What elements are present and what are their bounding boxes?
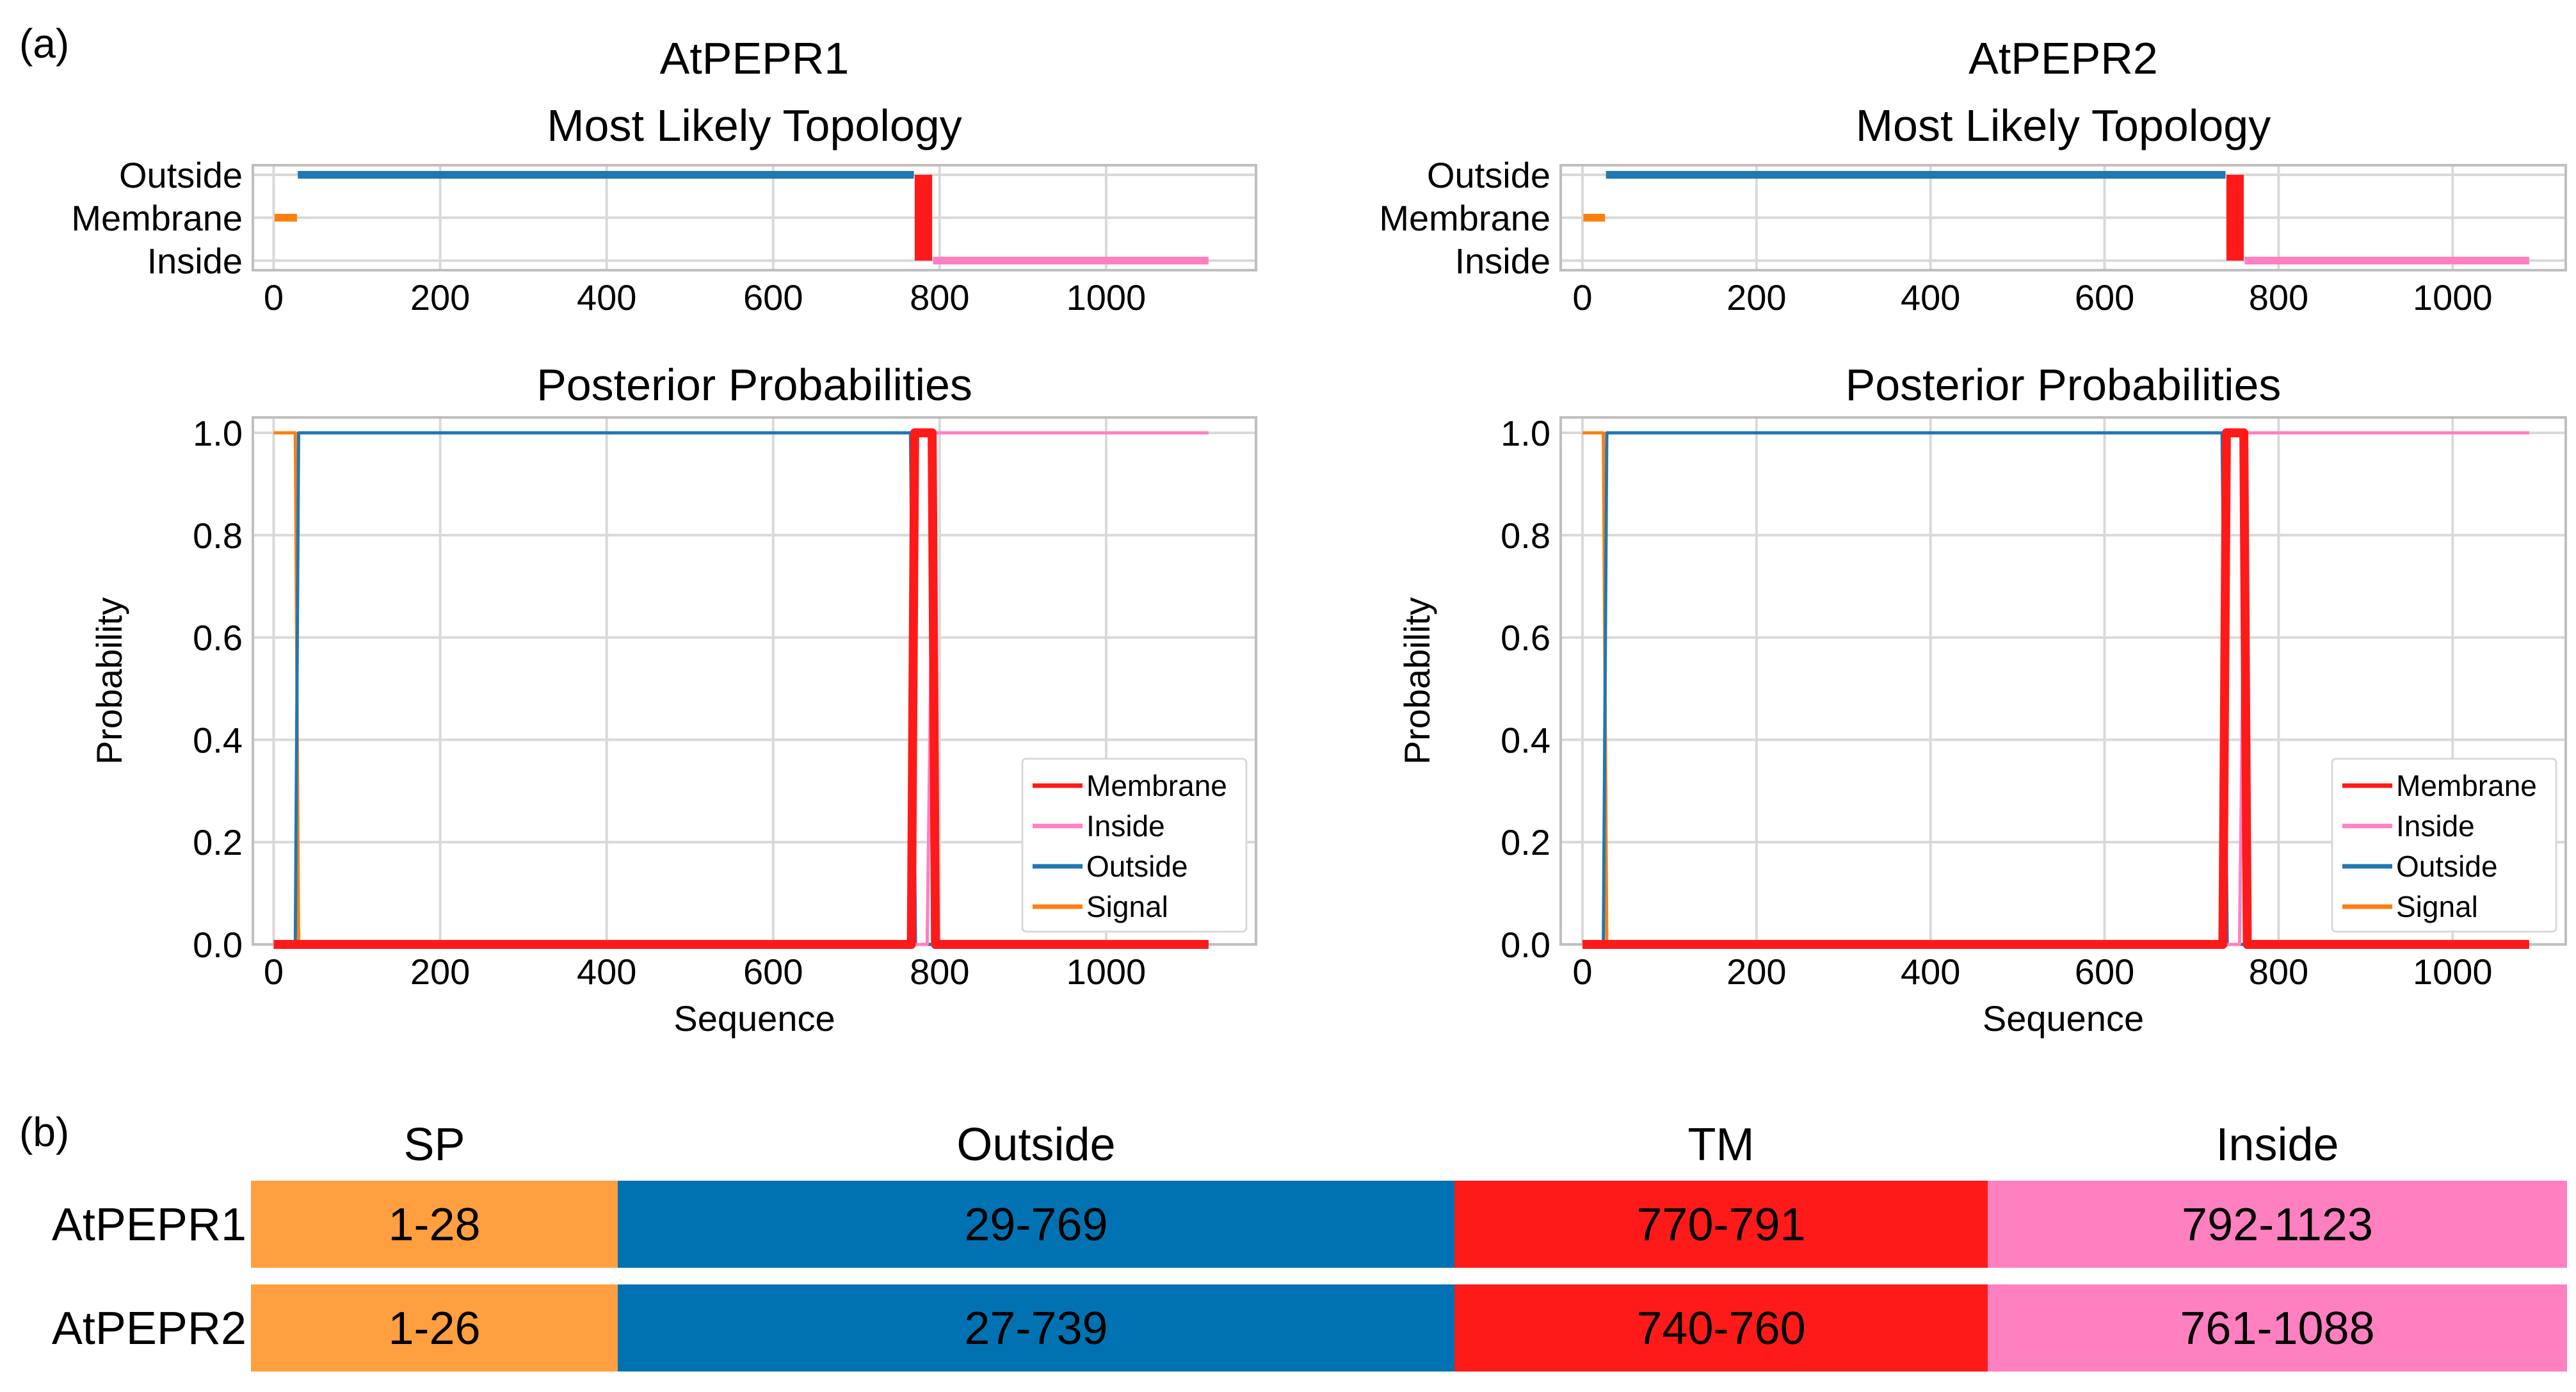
- domain-bar-segment: [251, 1284, 618, 1372]
- topology-ytick-label: Inside: [1455, 241, 1550, 281]
- legend-box: [1021, 757, 1248, 933]
- domain-column-header: TM: [1688, 1119, 1755, 1170]
- posterior-ytick-label: 0.8: [193, 515, 243, 556]
- domain-column-header: Inside: [2216, 1119, 2339, 1170]
- domain-bar-chart: SP Outside TM Inside AtPEPR1 1-28 29-769 770-79…: [52, 1119, 2567, 1372]
- posterior-ytick-label: 0.8: [1501, 515, 1550, 556]
- topology-xtick-label: 600: [2075, 277, 2134, 318]
- topology-xtick-label: 1000: [1067, 277, 1147, 318]
- domain-row-label: AtPEPR2: [52, 1303, 246, 1354]
- y-axis-label: Probability: [1397, 597, 1437, 765]
- legend-label: Inside: [1086, 809, 1165, 843]
- topology-xtick-label: 800: [2249, 277, 2308, 318]
- domain-bar-value: 792-1123: [2182, 1199, 2373, 1250]
- domain-bar-value: 770-791: [1636, 1199, 1805, 1250]
- panel-b-label: (b): [19, 1109, 69, 1155]
- posterior-xtick-label: 1000: [2413, 951, 2493, 992]
- domain-bar-segment: [1454, 1181, 1988, 1268]
- posterior-title: Posterior Probabilities: [1846, 360, 2282, 410]
- legend-label: Membrane: [2396, 769, 2537, 802]
- topology-segment-membrane: [914, 175, 933, 261]
- topology-xtick-label: 200: [1727, 277, 1786, 318]
- domain-bar-segment: [1454, 1284, 1988, 1372]
- posterior-ytick-label: 0.2: [193, 822, 243, 862]
- posterior-ytick-label: 1.0: [193, 413, 243, 453]
- topology-segment-membrane: [2226, 175, 2244, 261]
- topology-xtick-label: 200: [410, 277, 470, 318]
- posterior-ytick-label: 0.4: [193, 720, 243, 760]
- posterior-ytick-label: 1.0: [1501, 413, 1550, 453]
- domain-bar-value: 761-1088: [2180, 1303, 2374, 1354]
- legend-label: Signal: [2396, 890, 2478, 923]
- topology-xtick-label: 0: [1572, 277, 1592, 318]
- posterior-xtick-label: 200: [410, 951, 470, 992]
- topology-title: Most Likely Topology: [547, 101, 962, 150]
- panel-a-label: (a): [19, 20, 69, 67]
- x-axis-label: Sequence: [673, 998, 835, 1039]
- legend-label: Outside: [1086, 850, 1188, 883]
- domain-bar-segment: [251, 1181, 618, 1268]
- topology-ytick-label: Outside: [119, 155, 243, 195]
- posterior-ytick-label: 0.0: [1501, 925, 1550, 965]
- legend-box: [2331, 757, 2557, 933]
- series-line-membrane: [1582, 428, 2529, 949]
- topology-title: Most Likely Topology: [1856, 101, 2271, 150]
- posterior-xtick-label: 400: [1901, 951, 1960, 992]
- topology-ytick-label: Outside: [1427, 155, 1550, 195]
- domain-bar-segment: [618, 1181, 1454, 1268]
- posterior-xtick-label: 1000: [1067, 951, 1147, 992]
- topology-ytick-label: Membrane: [71, 198, 243, 238]
- domain-bar-value: 1-26: [388, 1303, 480, 1354]
- domain-bar-segment: [1988, 1181, 2567, 1268]
- chart-atpepr2: AtPEPR2 Most Likely Topology 0 200 400 600 800…: [1379, 33, 2567, 1039]
- posterior-xtick-label: 0: [1572, 951, 1592, 992]
- posterior-xtick-label: 800: [910, 951, 969, 992]
- domain-bar-segment: [618, 1284, 1454, 1372]
- posterior-ytick-label: 0.2: [1501, 822, 1550, 862]
- domain-column-header: SP: [403, 1119, 465, 1170]
- legend-label: Inside: [2396, 809, 2475, 843]
- chart-atpepr1: AtPEPR1 Most Likely Topology 0 200 400 600 800…: [71, 33, 1257, 1039]
- domain-row-label: AtPEPR1: [52, 1199, 246, 1250]
- y-axis-label: Probability: [89, 597, 129, 765]
- legend-label: Membrane: [1086, 769, 1227, 802]
- posterior-xtick-label: 600: [2075, 951, 2134, 992]
- topology-frame: [252, 164, 1257, 271]
- legend-label: Outside: [2396, 850, 2498, 883]
- domain-bar-value: 1-28: [388, 1199, 480, 1250]
- topology-frame: [1559, 164, 2567, 271]
- topology-xtick-label: 0: [264, 277, 284, 318]
- posterior-xtick-label: 0: [264, 951, 284, 992]
- topology-ytick-label: Inside: [147, 241, 243, 281]
- series-line-membrane: [273, 428, 1209, 949]
- posterior-xtick-label: 200: [1727, 951, 1786, 992]
- posterior-ytick-label: 0.6: [1501, 618, 1550, 658]
- posterior-ytick-label: 0.6: [193, 618, 243, 658]
- topology-xtick-label: 1000: [2413, 277, 2493, 318]
- posterior-ytick-label: 0.4: [1501, 720, 1550, 760]
- domain-bar-segment: [1988, 1284, 2567, 1372]
- posterior-xtick-label: 400: [577, 951, 636, 992]
- domain-bar-value: 29-769: [964, 1199, 1107, 1250]
- domain-bar-value: 27-739: [964, 1303, 1107, 1354]
- posterior-xtick-label: 600: [743, 951, 803, 992]
- topology-ytick-label: Membrane: [1379, 198, 1550, 238]
- posterior-xtick-label: 800: [2249, 951, 2308, 992]
- topology-xtick-label: 800: [910, 277, 969, 318]
- topology-xtick-label: 400: [1901, 277, 1960, 318]
- x-axis-label: Sequence: [1983, 998, 2144, 1039]
- posterior-title: Posterior Probabilities: [536, 360, 972, 410]
- posterior-ytick-label: 0.0: [193, 925, 243, 965]
- topology-xtick-label: 600: [743, 277, 803, 318]
- chart-title: AtPEPR1: [660, 33, 849, 83]
- domain-bar-value: 740-760: [1636, 1303, 1805, 1354]
- chart-title: AtPEPR2: [1968, 33, 2158, 83]
- legend-label: Signal: [1086, 890, 1168, 923]
- domain-column-header: Outside: [956, 1119, 1115, 1170]
- topology-xtick-label: 400: [577, 277, 636, 318]
